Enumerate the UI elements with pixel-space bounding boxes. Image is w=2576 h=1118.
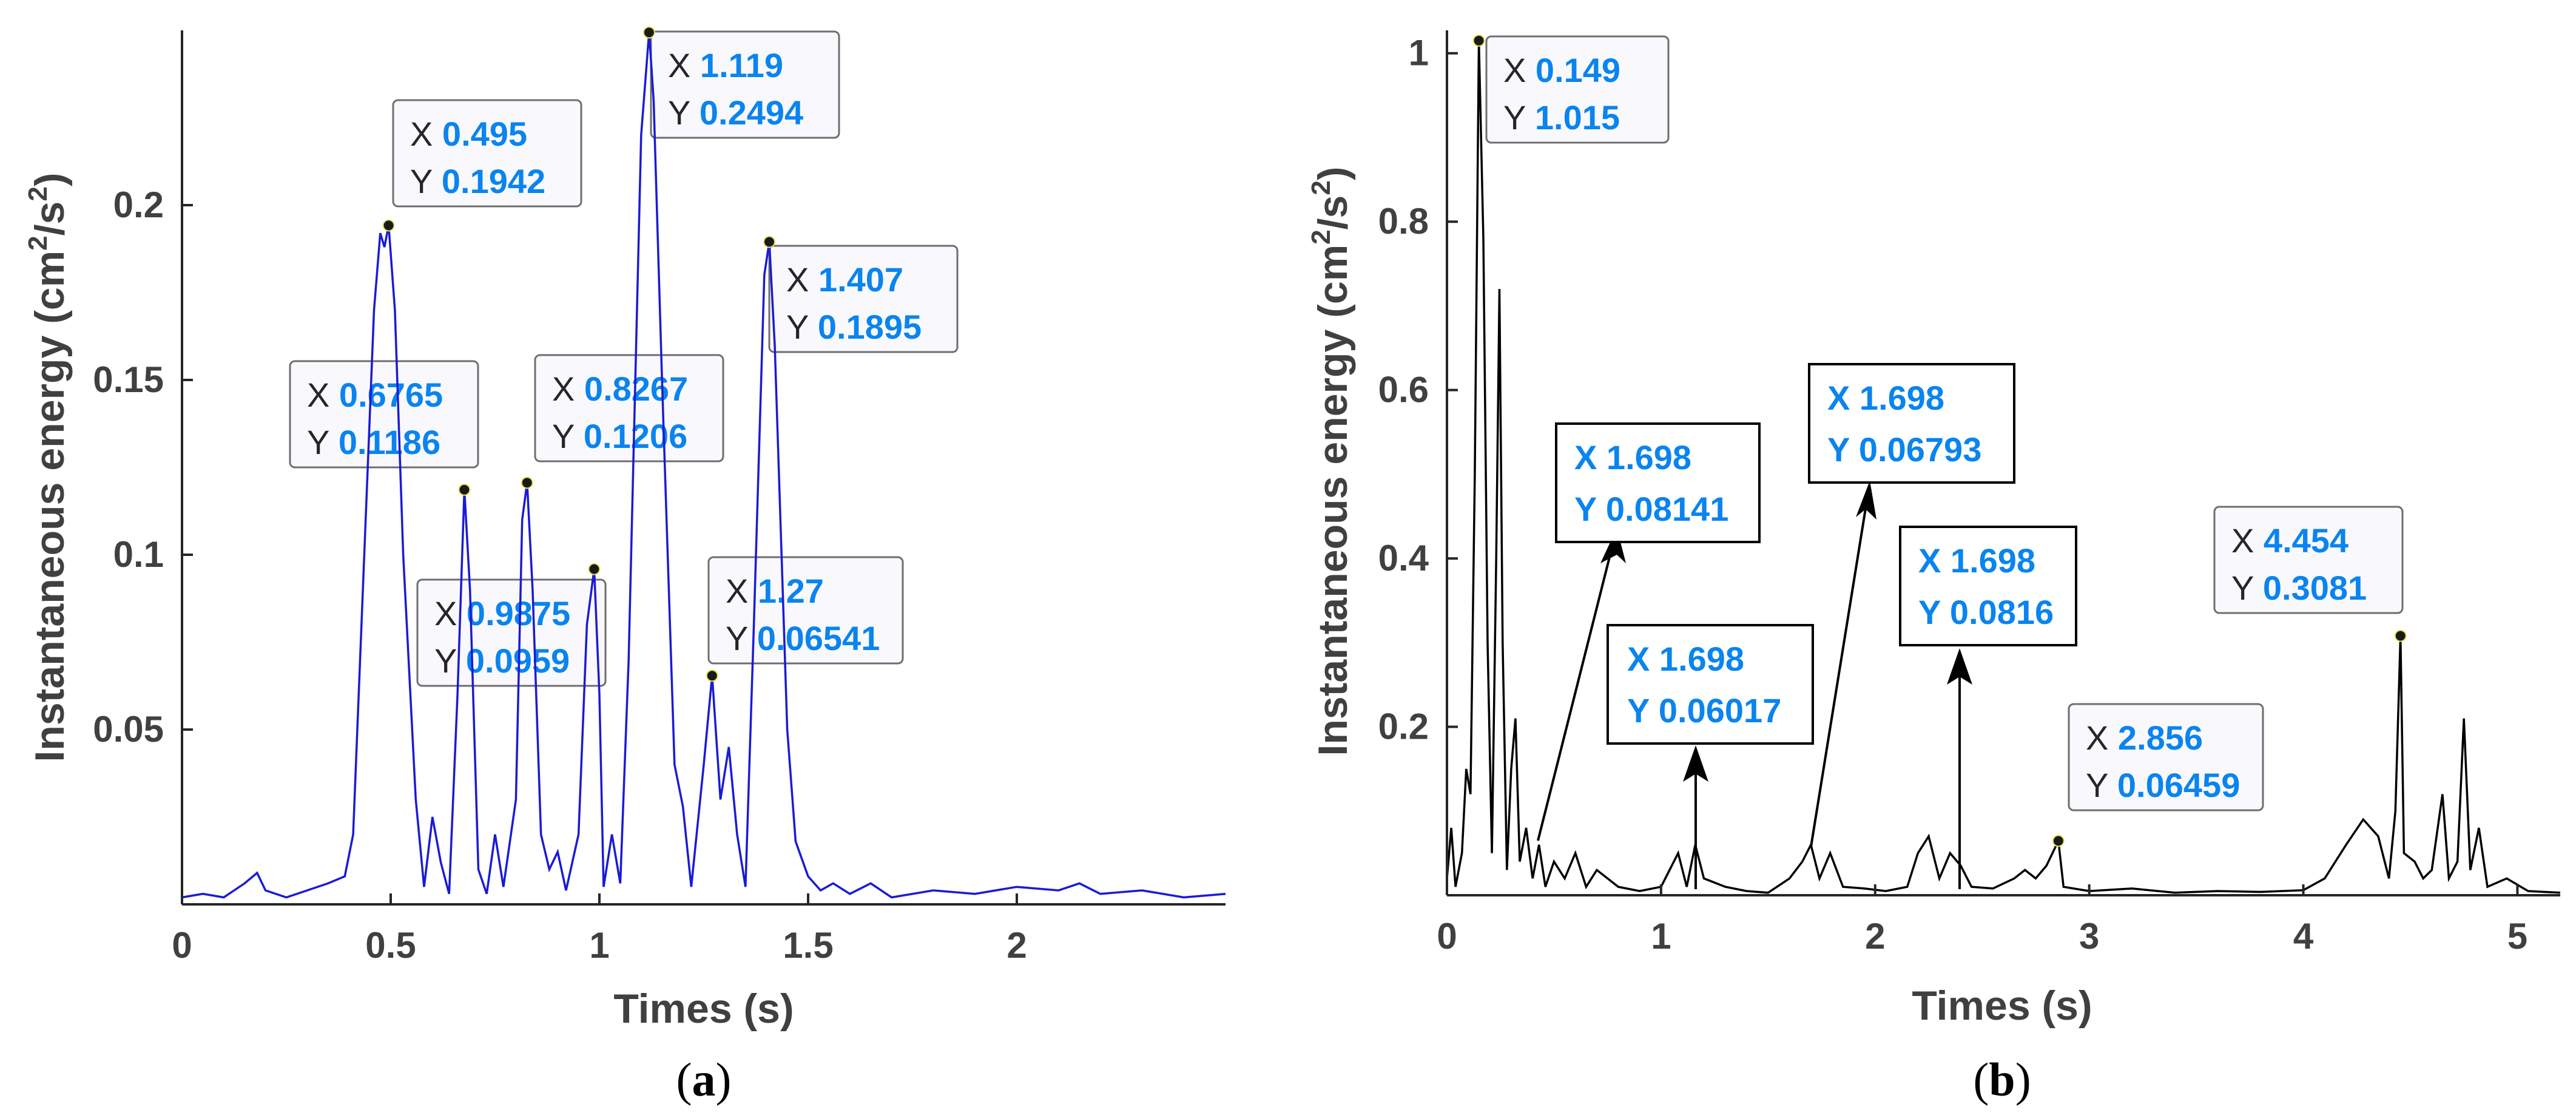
datatip-x: X 0.149: [1503, 51, 1620, 89]
svg-text:Y 0.0816: Y 0.0816: [1918, 593, 2054, 631]
svg-text:Y 0.06017: Y 0.06017: [1627, 691, 1781, 730]
y-tick-label: 0.15: [93, 359, 164, 400]
datatip-y: Y 0.06541: [726, 619, 880, 657]
datatip-box: [289, 360, 479, 469]
panel-a-ylabel: Instantaneous energy (cm2/s2): [23, 172, 73, 762]
datatip-x: X 0.8267: [552, 370, 688, 408]
datatip-y: Y 0.1206: [552, 417, 687, 455]
datatip[interactable]: X 1.119 Y 0.2494: [650, 30, 840, 139]
datatip-y: Y 0.0959: [434, 642, 570, 680]
svg-text:X 1.698: X 1.698: [1918, 541, 2035, 580]
datatip-x: X 0.495: [410, 115, 527, 153]
svg-text:Y 0.06793: Y 0.06793: [1827, 430, 1981, 469]
panel-b-annotations: X 1.698 Y 0.08141 X 1.698 Y 0.06017 X 1.…: [1537, 363, 2077, 889]
y-tick-label: 0.6: [1378, 370, 1429, 410]
datatip-box: [707, 556, 904, 665]
datatip-marker[interactable]: [521, 476, 533, 489]
annotation-box: X 1.698 Y 0.08141: [1555, 422, 1761, 543]
panel-b-caption: (b): [1973, 1053, 2031, 1106]
datatip[interactable]: X 0.9875 Y 0.0959: [416, 578, 607, 687]
panel-a-datatips: X 0.495 Y 0.1942 X 0.6765 Y 0.1186 X 0.8267 Y…: [289, 30, 959, 687]
x-tick-label: 3: [2079, 916, 2099, 957]
datatip[interactable]: X 0.149 Y 1.015: [1485, 35, 1670, 144]
y-tick-label: 0.05: [93, 709, 164, 750]
datatip-x: X 4.454: [2231, 521, 2348, 560]
annotation-box: X 1.698 Y 0.0816: [1899, 526, 2077, 646]
datatip-marker[interactable]: [706, 669, 718, 682]
x-tick-label: 1: [589, 925, 609, 966]
datatip-marker[interactable]: [588, 563, 601, 575]
panel-b-xlabel: Times (s): [1912, 983, 2092, 1029]
x-tick-label: 2: [1865, 916, 1885, 957]
y-tick-label: 0.4: [1378, 538, 1429, 578]
datatip-box: [534, 354, 724, 462]
y-tick-label: 1: [1409, 33, 1429, 73]
datatip[interactable]: X 4.454 Y 0.3081: [2213, 506, 2404, 614]
datatip-box: [768, 245, 959, 353]
datatip-x: X 0.9875: [434, 594, 570, 632]
panel-a-xlabel: Times (s): [613, 986, 794, 1032]
datatip-marker[interactable]: [382, 219, 395, 232]
x-tick-label: 4: [2293, 916, 2314, 957]
datatip-marker[interactable]: [1472, 34, 1485, 47]
datatip-y: Y 1.015: [1503, 98, 1620, 137]
datatip-x: X 1.407: [786, 260, 903, 299]
datatip-x: X 0.6765: [307, 376, 443, 414]
panel-b-ylabel: Instantaneous energy (cm2/s2): [1306, 166, 1356, 756]
datatip-box: [2213, 506, 2404, 614]
panel-b-datatips: X 0.149 Y 1.015 X 2.856 Y 0.06459 X 4.454 Y 0…: [1485, 35, 2404, 811]
x-tick-label: 5: [2507, 916, 2527, 957]
panel-a: X 0.495 Y 0.1942 X 0.6765 Y 0.1186 X 0.8267 Y…: [23, 26, 1226, 1106]
x-tick-label: 1: [1651, 916, 1671, 957]
datatip-marker[interactable]: [2052, 835, 2065, 847]
datatip-x: X 1.27: [726, 572, 824, 610]
datatip-y: Y 0.1942: [410, 162, 545, 200]
datatip-x: X 2.856: [2086, 719, 2203, 757]
datatip-x: X 1.119: [668, 46, 783, 84]
panel-b: X 0.149 Y 1.015 X 2.856 Y 0.06459 X 4.454 Y 0…: [1306, 30, 2561, 1106]
datatip-y: Y 0.1895: [786, 308, 922, 346]
annotation-box: X 1.698 Y 0.06793: [1808, 363, 2015, 484]
datatip[interactable]: X 2.856 Y 0.06459: [2068, 703, 2264, 811]
datatip-marker[interactable]: [2394, 629, 2407, 642]
svg-text:X 1.698: X 1.698: [1627, 640, 1744, 678]
svg-text:X 1.698: X 1.698: [1827, 379, 1944, 417]
datatip[interactable]: X 0.6765 Y 0.1186: [289, 360, 479, 469]
datatip-marker[interactable]: [763, 235, 776, 248]
datatip-y: Y 0.06459: [2086, 766, 2240, 804]
datatip[interactable]: X 0.495 Y 0.1942: [392, 99, 582, 208]
panel-a-caption: (a): [676, 1053, 732, 1106]
x-tick-label: 2: [1006, 925, 1027, 966]
panel-a-energy-line: [181, 32, 1226, 899]
datatip[interactable]: X 0.8267 Y 0.1206: [534, 354, 724, 462]
datatip-box: [2068, 703, 2264, 811]
svg-text:Y 0.08141: Y 0.08141: [1574, 490, 1728, 528]
svg-text:X 1.698: X 1.698: [1574, 438, 1691, 476]
datatip-box: [416, 578, 607, 687]
datatip[interactable]: X 1.27 Y 0.06541: [707, 556, 904, 665]
datatip-marker[interactable]: [458, 483, 471, 496]
datatip-y: Y 0.2494: [668, 93, 803, 132]
datatip[interactable]: X 1.407 Y 0.1895: [768, 245, 959, 353]
x-tick-label: 0.5: [365, 925, 416, 966]
panel-a-axes: [181, 30, 1226, 906]
datatip-marker[interactable]: [642, 26, 655, 39]
datatip-y: Y 0.1186: [307, 423, 440, 461]
datatip-box: [392, 99, 582, 208]
x-tick-label: 0: [172, 925, 192, 966]
datatip-box: [1485, 35, 1670, 144]
panel-b-energy-line: [1446, 40, 2561, 894]
annotation-box: X 1.698 Y 0.06017: [1607, 624, 1814, 745]
y-tick-label: 0.8: [1378, 201, 1429, 242]
x-tick-label: 0: [1437, 916, 1457, 957]
panel-b-axes: [1446, 30, 2560, 896]
y-tick-label: 0.2: [1378, 706, 1429, 747]
datatip-y: Y 0.3081: [2231, 569, 2367, 607]
datatip-box: [650, 30, 840, 139]
y-tick-label: 0.2: [113, 185, 164, 225]
x-tick-label: 1.5: [783, 925, 833, 966]
y-tick-label: 0.1: [113, 534, 164, 575]
